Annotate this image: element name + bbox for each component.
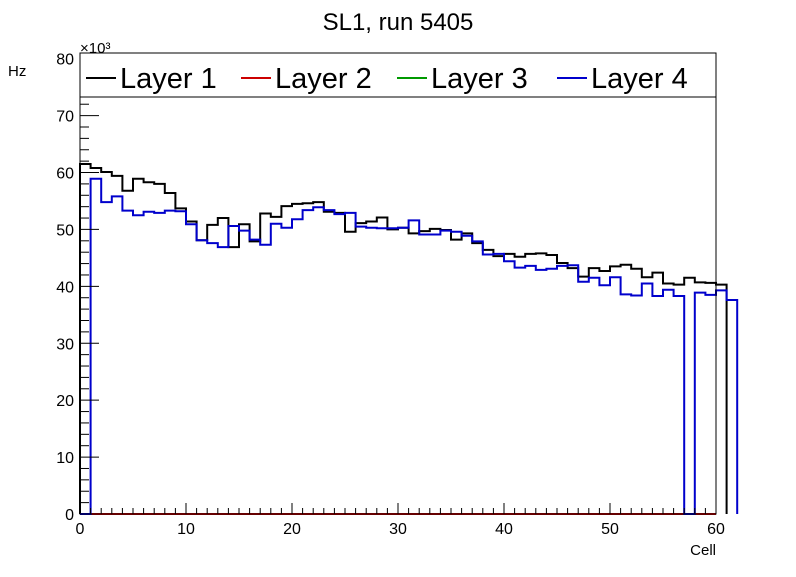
x-tick-label: 60: [707, 521, 725, 538]
x-tick-label: 10: [177, 521, 195, 538]
x-tick-label: 40: [495, 521, 513, 538]
y-tick-label: 60: [56, 166, 74, 183]
y-tick-label: 20: [56, 393, 74, 410]
y-tick-label: 40: [56, 279, 74, 296]
series-line-layer-1: [79, 162, 728, 514]
y-multiplier-label: ×10³: [80, 40, 110, 57]
y-axis: 0 10 20 30 40 50 60 70 80: [56, 52, 99, 524]
y-tick-label: 30: [56, 336, 74, 353]
legend: Layer 1 Layer 2 Layer 3 Layer 4: [79, 52, 717, 98]
y-tick-label: 70: [56, 109, 74, 126]
y-tick-label: 50: [56, 222, 74, 239]
y-axis-label: Hz: [8, 63, 26, 80]
y-tick-label: 0: [65, 507, 74, 524]
x-axis: 0 10 20 30 40 50 60: [76, 503, 725, 538]
legend-label: Layer 4: [591, 63, 688, 95]
x-tick-label: 0: [76, 521, 85, 538]
legend-label: Layer 1: [120, 63, 217, 95]
legend-box: [79, 52, 717, 98]
legend-label: Layer 2: [275, 63, 372, 95]
chart-title: SL1, run 5405: [323, 9, 474, 36]
x-tick-label: 50: [601, 521, 619, 538]
y-tick-label: 80: [56, 52, 74, 69]
x-tick-label: 20: [283, 521, 301, 538]
legend-label: Layer 3: [431, 63, 528, 95]
y-tick-label: 10: [56, 450, 74, 467]
x-tick-label: 30: [389, 521, 407, 538]
histogram-lines: [79, 162, 739, 515]
x-axis-label: Cell: [690, 542, 716, 559]
series-line-layer-4: [80, 177, 739, 515]
